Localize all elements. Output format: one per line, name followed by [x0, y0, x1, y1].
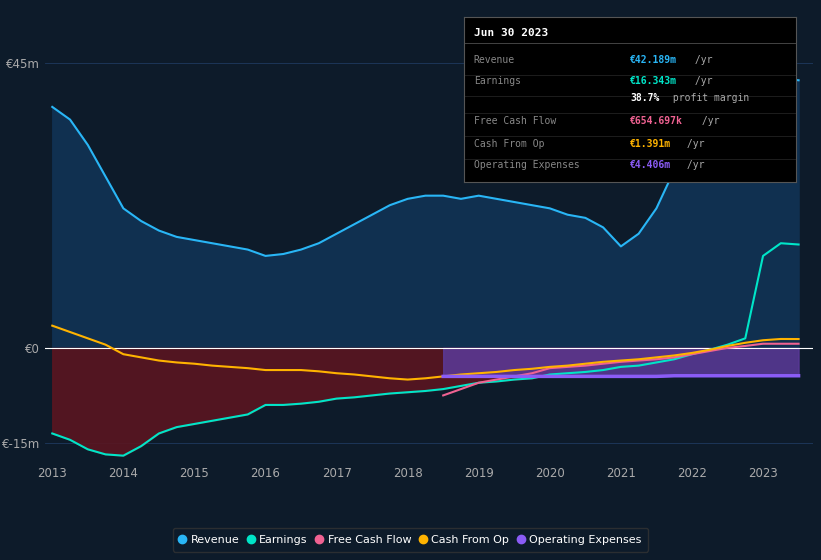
Text: €16.343m: €16.343m [631, 76, 677, 86]
Text: €42.189m: €42.189m [631, 55, 677, 65]
Text: €654.697k: €654.697k [631, 116, 683, 126]
Text: profit margin: profit margin [667, 93, 749, 102]
Text: /yr: /yr [689, 55, 712, 65]
Text: Revenue: Revenue [474, 55, 515, 65]
Text: /yr: /yr [696, 116, 719, 126]
Text: €1.391m: €1.391m [631, 139, 672, 149]
Text: Operating Expenses: Operating Expenses [474, 161, 580, 170]
Text: Free Cash Flow: Free Cash Flow [474, 116, 556, 126]
Text: /yr: /yr [681, 139, 704, 149]
Legend: Revenue, Earnings, Free Cash Flow, Cash From Op, Operating Expenses: Revenue, Earnings, Free Cash Flow, Cash … [172, 528, 649, 552]
Text: Earnings: Earnings [474, 76, 521, 86]
Text: /yr: /yr [681, 161, 704, 170]
Text: /yr: /yr [689, 76, 712, 86]
Text: Cash From Op: Cash From Op [474, 139, 544, 149]
Text: 38.7%: 38.7% [631, 93, 659, 102]
Text: €4.406m: €4.406m [631, 161, 672, 170]
Text: Jun 30 2023: Jun 30 2023 [474, 29, 548, 39]
